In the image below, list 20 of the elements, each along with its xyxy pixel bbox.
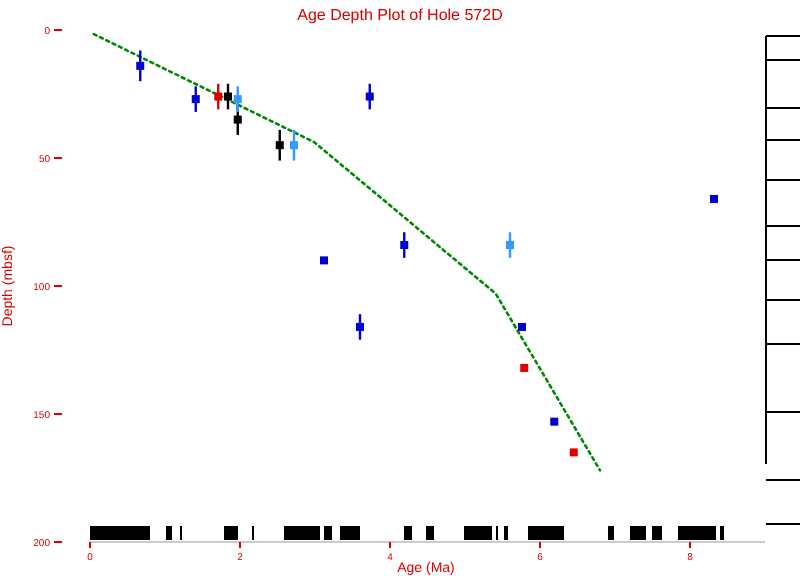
point	[520, 363, 529, 372]
point	[136, 61, 145, 70]
point	[224, 92, 232, 101]
point	[506, 241, 514, 250]
point	[365, 92, 374, 101]
line-series	[92, 32, 602, 472]
point	[320, 256, 328, 265]
point	[275, 141, 284, 150]
point	[569, 448, 578, 457]
point	[290, 141, 298, 150]
point	[356, 322, 364, 331]
point	[710, 194, 718, 203]
point	[400, 241, 409, 250]
point	[233, 115, 242, 124]
point	[518, 322, 526, 331]
point	[191, 95, 200, 104]
point	[550, 417, 559, 426]
point	[214, 92, 223, 101]
point	[233, 95, 242, 104]
chart-title: Age Depth Plot of Hole 572D	[297, 6, 504, 24]
